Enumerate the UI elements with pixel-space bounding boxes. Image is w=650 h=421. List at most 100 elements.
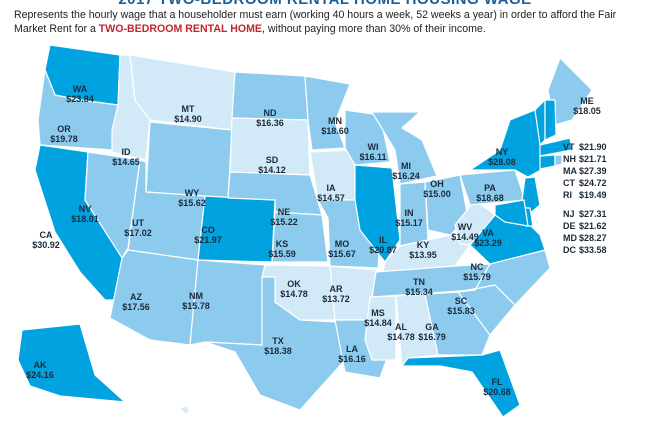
- state-abbr: TX: [272, 336, 284, 346]
- state-abbr: KY: [417, 240, 430, 250]
- state-abbr: AK: [34, 360, 47, 370]
- state-abbr: VA: [482, 228, 494, 238]
- state-abbr: TN: [413, 277, 425, 287]
- state-abbr: MI: [401, 161, 411, 171]
- state-abbr: SD: [266, 155, 279, 165]
- state-abbr: OK: [287, 279, 301, 289]
- description-highlight: TWO-BEDROOM RENTAL HOME: [98, 23, 262, 35]
- state-abbr: ND: [264, 108, 277, 118]
- state-abbr: KS: [276, 239, 289, 249]
- state-wage: $17.56: [122, 302, 150, 312]
- state-abbr: MS: [371, 308, 385, 318]
- description: Represents the hourly wage that a househ…: [14, 8, 634, 36]
- state-shape: [109, 249, 199, 346]
- state-wage: $24.72: [579, 178, 607, 188]
- state-wage: $30.92: [32, 240, 60, 250]
- state-abbr: AL: [395, 322, 407, 332]
- state-wage: $15.34: [405, 287, 433, 297]
- state-abbr: DE: [563, 221, 576, 231]
- state-wage: $33.58: [579, 245, 607, 255]
- state-abbr: SC: [455, 296, 468, 306]
- state-wage: $21.71: [579, 154, 607, 164]
- state-shape: [547, 57, 593, 126]
- state-wage: $15.00: [423, 189, 451, 199]
- state-abbr: WI: [368, 142, 379, 152]
- state-wage: $19.49: [579, 190, 607, 200]
- state-wage: $18.05: [573, 106, 601, 116]
- state-abbr: OH: [430, 179, 444, 189]
- state-shape: [364, 295, 397, 361]
- state-wage: $16.11: [359, 152, 386, 162]
- state-shape: [304, 75, 351, 151]
- state-wage: $13.72: [322, 294, 350, 304]
- state-abbr: AR: [330, 284, 343, 294]
- hawaii-shape: [179, 405, 191, 415]
- state-abbr: IA: [327, 183, 337, 193]
- state-shape: [424, 291, 491, 356]
- state-wage: $14.78: [387, 332, 415, 342]
- state-wage: $15.62: [178, 198, 206, 208]
- state-wage: $15.22: [270, 217, 298, 227]
- description-text: , without paying more than 30% of their …: [262, 23, 486, 35]
- state-abbr: ID: [122, 147, 132, 157]
- state-wage: $20.87: [369, 245, 397, 255]
- state-abbr: MD: [563, 233, 577, 243]
- state-wage: $15.59: [268, 249, 296, 259]
- state-shape: [544, 99, 557, 141]
- state-wage: $16.24: [392, 171, 420, 181]
- state-shape: [539, 154, 556, 170]
- state-abbr: MA: [563, 166, 577, 176]
- state-abbr: RI: [563, 190, 572, 200]
- state-wage: $15.67: [328, 249, 356, 259]
- state-wage: $23.29: [474, 238, 502, 248]
- state-abbr: MO: [335, 239, 350, 249]
- state-wage: $28.27: [579, 233, 607, 243]
- state-wage: $14.49: [451, 232, 479, 242]
- state-abbr: DC: [563, 245, 576, 255]
- state-wage: $18.38: [264, 346, 292, 356]
- state-abbr: NJ: [563, 209, 575, 219]
- state-abbr: NC: [471, 262, 484, 272]
- state-abbr: CT: [563, 178, 575, 188]
- state-wage: $27.31: [579, 209, 607, 219]
- description-text: Represents the hourly wage that a househ…: [14, 9, 617, 35]
- state-wage: $21.97: [194, 235, 222, 245]
- state-wage: $21.62: [579, 221, 607, 231]
- state-wage: $13.95: [409, 250, 437, 260]
- state-shape: [204, 276, 346, 411]
- state-shape: [17, 323, 126, 403]
- state-abbr: NE: [278, 207, 291, 217]
- state-wage: $14.65: [112, 157, 140, 167]
- state-wage: $28.08: [488, 157, 516, 167]
- state-wage: $16.79: [418, 332, 446, 342]
- state-abbr: MT: [182, 104, 195, 114]
- state-wage: $14.12: [258, 165, 286, 175]
- state-wage: $15.79: [463, 272, 491, 282]
- state-wage: $14.84: [364, 318, 392, 328]
- state-shape: [554, 154, 563, 167]
- state-shape: [145, 121, 233, 199]
- state-abbr: CA: [40, 230, 53, 240]
- state-abbr: NH: [563, 154, 576, 164]
- state-wage: $21.90: [579, 142, 607, 152]
- state-abbr: WA: [73, 84, 88, 94]
- state-abbr: LA: [346, 344, 358, 354]
- state-wage: $27.39: [579, 166, 607, 176]
- state-wage: $14.57: [317, 193, 345, 203]
- state-shape: [84, 151, 141, 259]
- state-wage: $14.90: [174, 114, 202, 124]
- state-wage: $18.01: [71, 214, 99, 224]
- state-abbr: PA: [484, 183, 496, 193]
- state-abbr: UT: [132, 218, 144, 228]
- state-abbr: ME: [580, 96, 594, 106]
- state-abbr: GA: [425, 322, 439, 332]
- state-shape: [371, 111, 438, 185]
- state-shape: [494, 199, 529, 227]
- state-abbr: WY: [185, 188, 200, 198]
- state-shape: [521, 176, 541, 216]
- state-abbr: NV: [79, 204, 92, 214]
- state-wage: $15.78: [182, 301, 210, 311]
- state-abbr: FL: [492, 377, 503, 387]
